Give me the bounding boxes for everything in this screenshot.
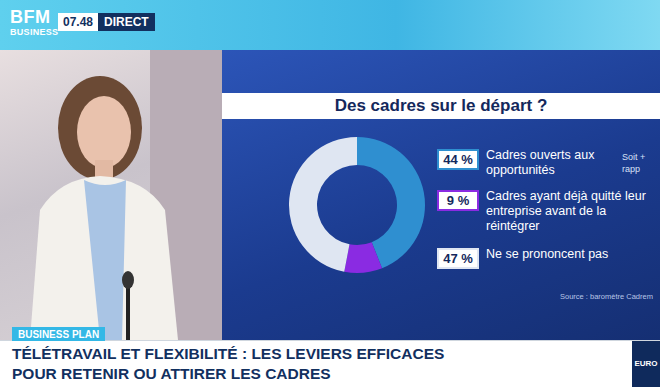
face	[77, 96, 131, 168]
donut-slice	[289, 137, 357, 272]
program-tag: BUSINESS PLAN	[12, 327, 105, 342]
cardigan	[30, 176, 178, 340]
donut-chart	[257, 105, 457, 305]
shirt	[84, 180, 126, 340]
annotation: rapp	[622, 164, 640, 175]
legend-label: Cadres ayant déjà quitté leur entreprise…	[486, 189, 646, 234]
logo-bottom: BUSINESS	[10, 28, 56, 37]
presenter-photo	[0, 50, 222, 340]
channel-logo: BFM BUSINESS	[10, 8, 56, 37]
legend-label: Ne se prononcent pas	[486, 247, 646, 262]
headline: TÉLÉTRAVAIL ET FLEXIBILITÉ : LES LEVIERS…	[12, 345, 444, 363]
data-label: 9 %	[437, 190, 479, 211]
donut-slice	[344, 242, 382, 273]
headline: POUR RETENIR OU ATTIRER LES CADRES	[12, 365, 331, 383]
presenter	[0, 50, 222, 340]
annotation: Soit +	[622, 152, 645, 163]
data-label: 44 %	[437, 149, 479, 170]
live-badge: DIRECT	[98, 13, 155, 31]
corner-logo: EURO	[632, 341, 660, 387]
clock: 07.48	[58, 13, 98, 31]
microphone-head	[122, 271, 134, 289]
logo-top: BFM	[10, 8, 56, 26]
data-label: 47 %	[437, 248, 479, 269]
source: Source : baromètre Cadrem	[560, 292, 653, 301]
chart-title: Des cadres sur le départ ?	[222, 96, 660, 116]
